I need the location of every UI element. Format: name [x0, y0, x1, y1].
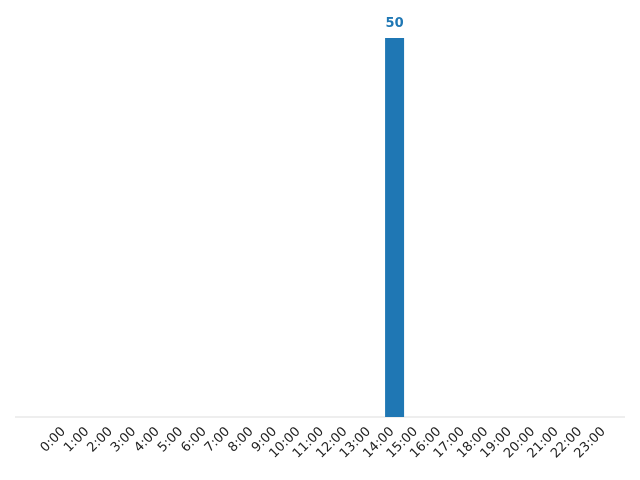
x-tick-label: 5:00: [155, 424, 186, 455]
x-tick-label: 6:00: [178, 424, 209, 455]
x-tick-label: 8:00: [225, 424, 256, 455]
x-tick-label: 0:00: [38, 424, 69, 455]
x-tick-labels-group: 0:001:002:003:004:005:006:007:008:009:00…: [38, 424, 609, 461]
x-tick-label: 7:00: [202, 424, 233, 455]
x-tick-label: 1:00: [61, 424, 92, 455]
data-labels-group: 50: [386, 16, 404, 31]
data-label-14:00: 50: [386, 16, 404, 31]
x-tick-label: 3:00: [108, 424, 139, 455]
x-tick-label: 2:00: [85, 424, 116, 455]
bars-group: [385, 38, 405, 417]
x-tick-label: 4:00: [131, 424, 162, 455]
bar-14:00: [385, 38, 405, 417]
